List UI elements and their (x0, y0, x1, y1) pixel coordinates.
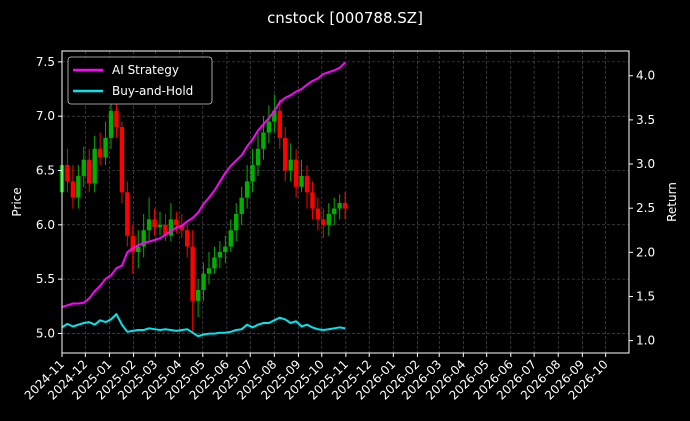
legend: AI Strategy Buy-and-Hold (67, 56, 213, 105)
candle-body (76, 175, 81, 198)
legend-box (67, 56, 213, 105)
candle-body (195, 289, 201, 301)
y-tick-label-right: 1.0 (636, 334, 655, 348)
candle-body (293, 159, 299, 187)
candle-body (223, 246, 228, 252)
candle-body (228, 230, 233, 247)
candle-body (266, 121, 272, 133)
candle-body (342, 203, 348, 209)
y-tick-label-right: 2.5 (636, 201, 655, 215)
y-axis-left: 5.0 5.5 6.0 6.5 7.0 7.5 (36, 55, 62, 340)
candle-body (119, 127, 125, 193)
y-tick-label-left: 5.0 (36, 326, 55, 340)
series-line-buy-and-hold (61, 313, 346, 338)
legend-label: Buy-and-Hold (112, 84, 193, 98)
candle-body (108, 110, 114, 138)
candle-body (92, 148, 97, 184)
y-tick-label-right: 2.0 (636, 245, 655, 259)
series-lines (61, 61, 346, 338)
candle-body (288, 159, 293, 171)
candle-body (212, 257, 217, 269)
y-tick-label-right: 3.5 (636, 113, 655, 127)
candle-body (190, 246, 195, 301)
y-axis-left-label: Price (10, 187, 24, 216)
y-tick-label-left: 6.0 (36, 218, 55, 232)
candle-body (321, 219, 326, 225)
y-axis-right-label: Return (665, 182, 679, 222)
candle-body (337, 203, 342, 209)
candle-body (283, 137, 288, 171)
candle-body (97, 148, 103, 158)
y-axis-right: 1.0 1.5 2.0 2.5 3.0 3.5 4.0 (629, 69, 655, 348)
y-tick-label-right: 1.5 (636, 289, 655, 303)
candle-body (146, 219, 152, 231)
y-tick-label-left: 6.5 (36, 163, 55, 177)
candle-body (239, 197, 244, 214)
candle-body (299, 175, 304, 187)
candle-body (255, 148, 261, 166)
candle-body (326, 213, 331, 225)
candle-body (152, 219, 157, 227)
y-tick-label-left: 7.0 (36, 109, 55, 123)
candle-body (250, 165, 255, 182)
candle-body (201, 273, 206, 290)
candle-body (261, 132, 266, 149)
candle-body (244, 181, 250, 198)
candlesticks (59, 83, 348, 334)
candle-body (272, 110, 277, 122)
y-tick-label-left: 7.5 (36, 55, 55, 69)
y-tick-label-left: 5.5 (36, 272, 55, 286)
candle-body (157, 224, 163, 227)
candle-body (185, 230, 190, 247)
candle-body (136, 246, 141, 252)
candle-body (174, 219, 179, 225)
candle-body (234, 213, 239, 231)
candle-body (168, 219, 174, 236)
candle-body (141, 230, 146, 247)
candle-body (310, 192, 315, 209)
chart-title: cnstock [000788.SZ] (267, 9, 423, 27)
candle-body (304, 175, 310, 193)
candle-body (114, 110, 119, 128)
candle-body (217, 251, 223, 258)
candle-body (81, 159, 86, 176)
candle-body (70, 181, 76, 198)
candle-body (130, 235, 135, 252)
y-tick-label-right: 4.0 (636, 69, 655, 83)
candle-body (277, 110, 282, 138)
candle-body (163, 224, 168, 236)
candle-body (179, 224, 184, 231)
series-line-ai-strategy (61, 61, 346, 309)
candle-body (103, 137, 108, 158)
candle-body (125, 192, 130, 236)
legend-label: AI Strategy (112, 63, 179, 77)
x-axis: 2024-112024-122025-012025-022025-032025-… (22, 353, 611, 403)
candle-body (87, 159, 92, 184)
candle-body (206, 268, 212, 274)
candle-body (315, 208, 321, 220)
candle-body (65, 165, 70, 182)
y-tick-label-right: 3.0 (636, 157, 655, 171)
candle-body (332, 208, 337, 214)
